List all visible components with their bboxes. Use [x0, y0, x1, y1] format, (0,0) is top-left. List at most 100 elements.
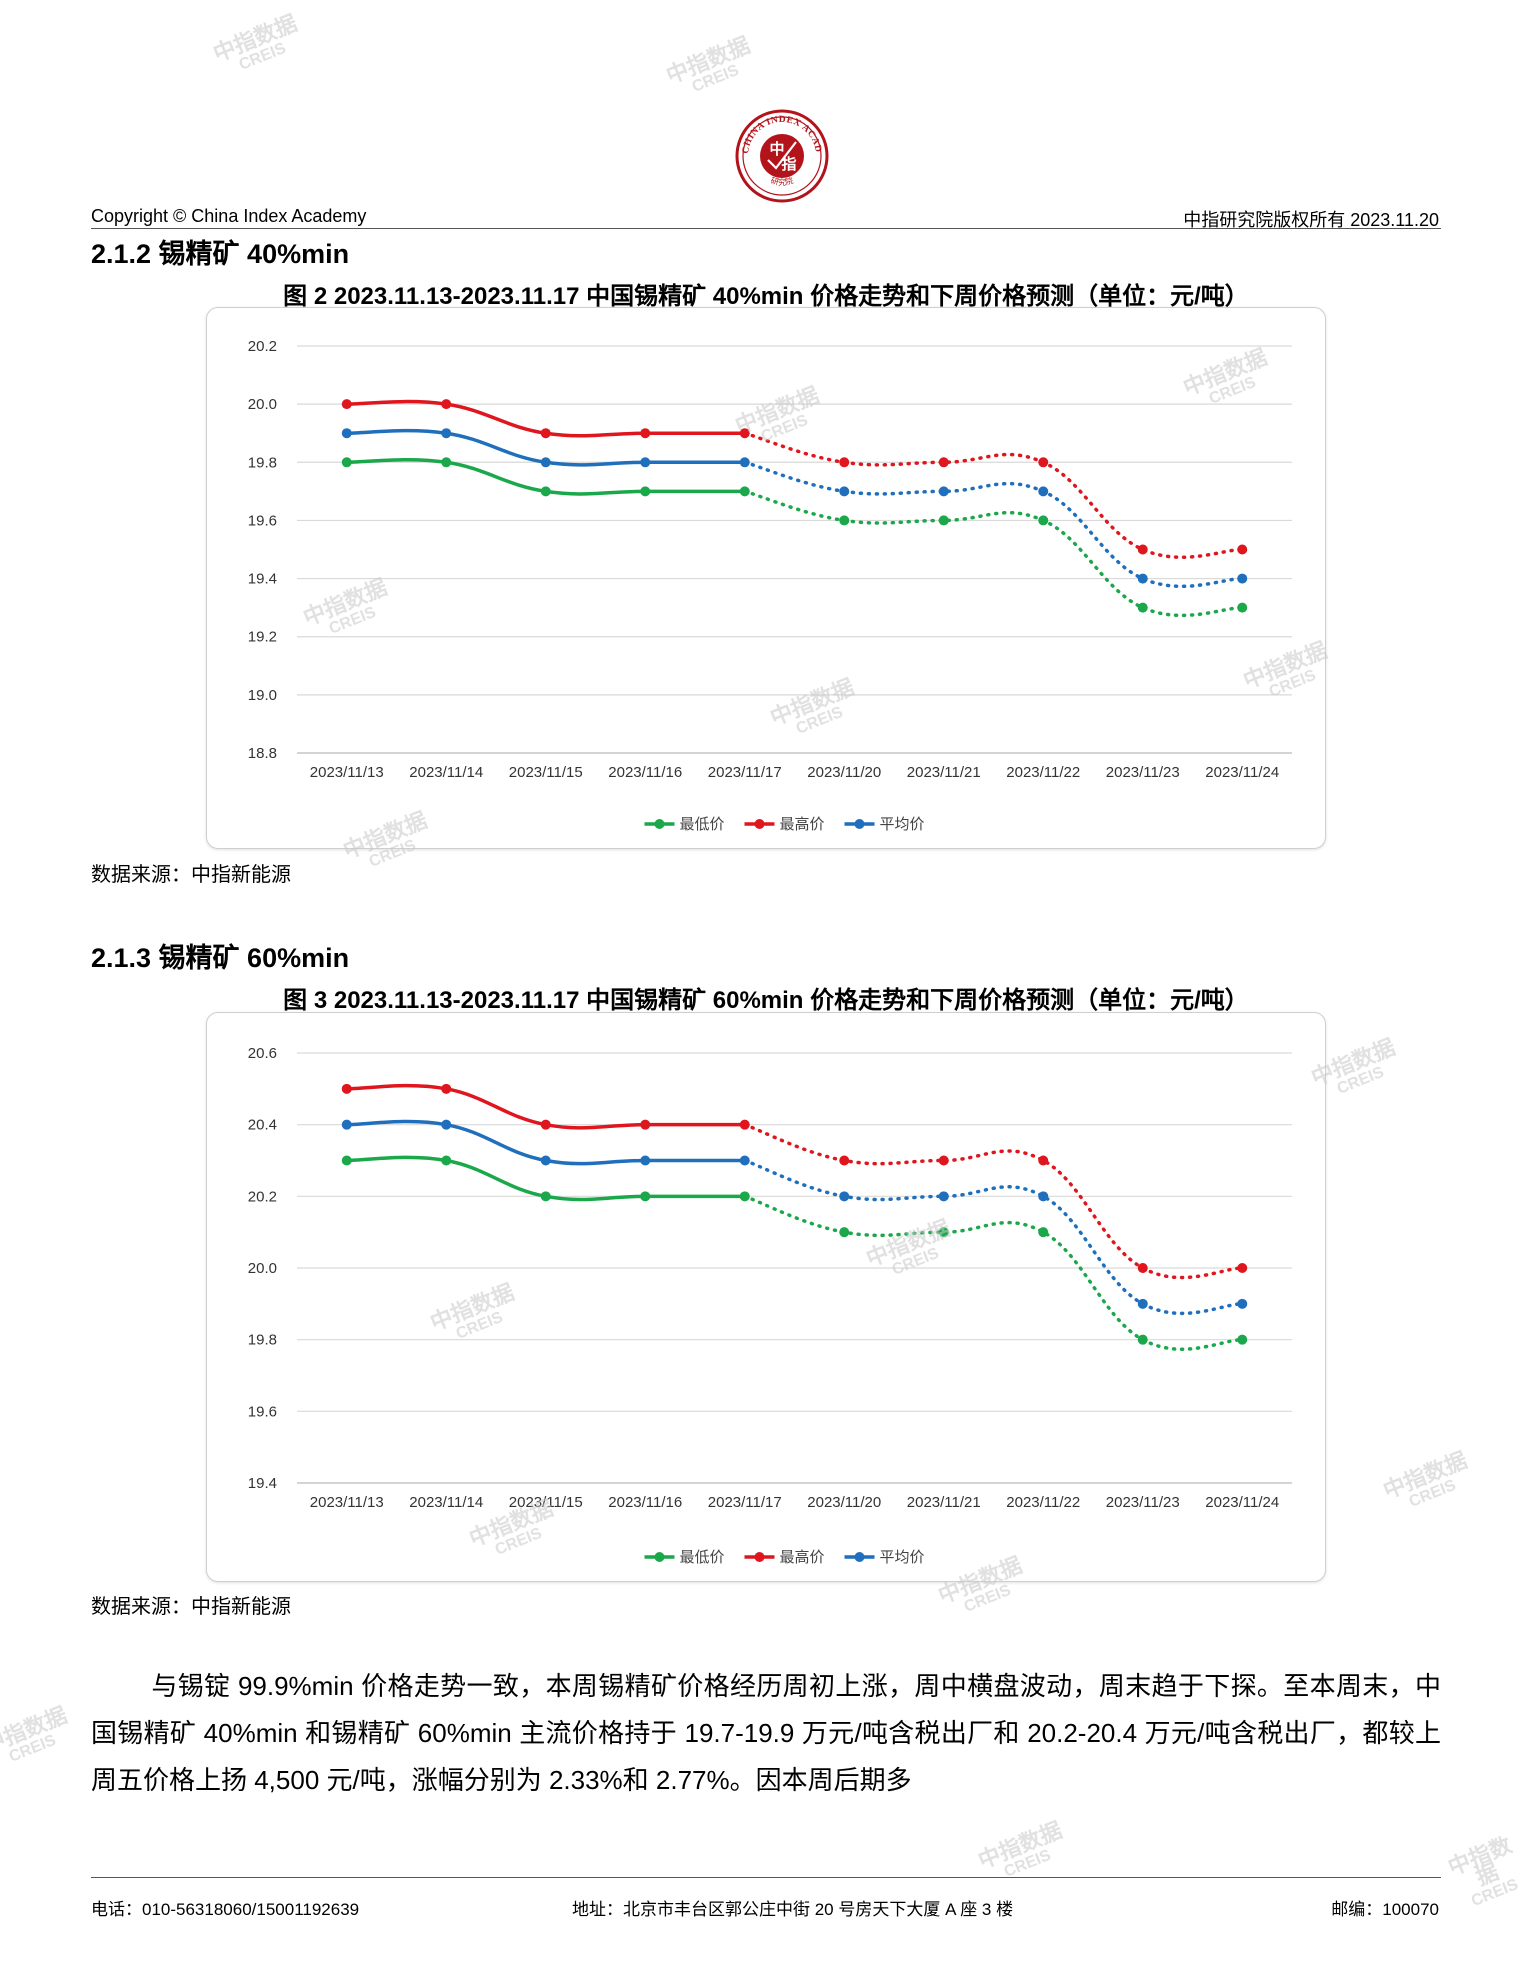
watermark-en: CREIS	[236, 39, 289, 74]
legend-label: 平均价	[880, 1548, 925, 1566]
data-point	[1237, 544, 1248, 555]
legend-label: 最低价	[680, 1548, 725, 1566]
data-point	[1137, 1298, 1148, 1309]
data-point	[839, 515, 850, 526]
x-tick-label: 2023/11/14	[409, 764, 483, 781]
data-point	[341, 1155, 352, 1166]
legend-label: 最高价	[780, 1548, 825, 1566]
chart-container-40: 20.2 20.0 19.8 19.6 19.4 19.2 19.0 18.8 2023/11/…	[206, 307, 1326, 849]
data-source-1: 数据来源：中指新能源	[91, 864, 291, 886]
data-point	[938, 1227, 949, 1238]
data-point	[540, 457, 551, 468]
data-point	[640, 1191, 651, 1202]
logo-char-1: 中	[769, 140, 784, 158]
y-tick-label: 20.6	[248, 1045, 277, 1062]
watermark-en: CREIS	[1406, 1476, 1459, 1511]
watermark-cn: 中指数据	[1444, 1832, 1516, 1891]
watermark: 中指数据 CREIS	[1380, 1447, 1478, 1520]
data-point	[441, 1119, 452, 1130]
legend-marker	[654, 1552, 665, 1562]
data-point	[341, 457, 352, 468]
data-point	[839, 1227, 850, 1238]
y-tick-label: 19.2	[248, 629, 277, 646]
data-point	[640, 457, 651, 468]
legend-label: 平均价	[880, 815, 925, 833]
footer-address: 地址：北京市丰台区郭公庄中街 20 号房天下大厦 A 座 3 楼	[572, 1900, 1014, 1919]
data-point	[540, 428, 551, 439]
data-point	[1137, 1263, 1148, 1273]
legend-marker	[854, 819, 865, 829]
data-point	[1038, 515, 1049, 526]
data-point	[540, 486, 551, 497]
data-point	[341, 399, 352, 410]
x-tick-label: 2023/11/24	[1205, 1494, 1279, 1511]
y-tick-label: 20.0	[248, 1260, 277, 1277]
y-tick-label: 20.4	[248, 1117, 277, 1134]
data-point	[341, 1083, 352, 1094]
data-point	[540, 1155, 551, 1166]
watermark-en: CREIS	[1001, 1846, 1054, 1881]
y-tick-label: 19.8	[248, 1332, 277, 1349]
y-tick-label: 19.8	[248, 454, 277, 471]
watermark-en: CREIS	[1468, 1876, 1521, 1911]
watermark-cn: 中指数据	[0, 1702, 71, 1759]
data-point	[1237, 602, 1248, 613]
y-tick-label: 20.2	[248, 1188, 277, 1205]
china-index-academy-logo: CHINA INDEX ACADEMY 研究院 中 指	[734, 108, 829, 203]
x-tick-label: 2023/11/22	[1006, 764, 1080, 781]
series-line-forecast	[743, 1194, 1244, 1351]
logo-char-2: 指	[781, 155, 796, 173]
figure-title-2: 图 2 2023.11.13-2023.11.17 中国锡精矿 40%min 价…	[283, 283, 1249, 310]
data-point	[938, 1191, 949, 1202]
data-point	[1137, 1334, 1148, 1345]
watermark-en: CREIS	[689, 61, 742, 96]
svg-text:研究院: 研究院	[770, 175, 795, 187]
data-point	[1137, 573, 1148, 584]
y-tick-label: 20.2	[248, 338, 277, 355]
series-line-forecast	[743, 431, 1244, 559]
data-point	[441, 399, 452, 410]
data-point	[1237, 1334, 1248, 1345]
data-point	[640, 486, 651, 497]
watermark-en: CREIS	[6, 1731, 59, 1766]
data-point	[1038, 486, 1049, 497]
x-tick-label: 2023/11/20	[807, 764, 881, 781]
x-tick-label: 2023/11/13	[310, 1494, 384, 1511]
data-point	[938, 457, 949, 468]
copyright-text: Copyright © China Index Academy	[91, 206, 367, 226]
data-point	[1237, 1298, 1248, 1309]
y-tick-label: 18.8	[248, 745, 277, 762]
y-tick-label: 19.0	[248, 687, 277, 704]
x-tick-label: 2023/11/15	[509, 1494, 583, 1511]
data-point	[1038, 1155, 1049, 1166]
watermark: 中指数据 CREIS	[663, 32, 761, 105]
price-chart-60: 20.6 20.4 20.2 20.0 19.8 19.6 19.4 2023/11/13 20…	[248, 1045, 1292, 1566]
price-chart-40: 20.2 20.0 19.8 19.6 19.4 19.2 19.0 18.8 2023/11/…	[248, 338, 1292, 833]
data-point	[341, 1119, 352, 1130]
data-point	[938, 1155, 949, 1166]
x-tick-label: 2023/11/17	[708, 764, 782, 781]
legend-label: 最高价	[780, 815, 825, 833]
legend-marker	[854, 1552, 865, 1562]
y-tick-label: 19.4	[248, 571, 277, 588]
x-tick-label: 2023/11/24	[1205, 764, 1279, 781]
x-tick-label: 2023/11/22	[1006, 1494, 1080, 1511]
data-point	[739, 428, 750, 439]
legend-marker	[654, 819, 665, 829]
data-point	[739, 1119, 750, 1130]
watermark: 中指数据 CREIS	[1437, 1831, 1530, 1918]
header-copyright-date: 中指研究院版权所有 2023.11.20	[1183, 210, 1439, 230]
legend-marker	[754, 1552, 765, 1562]
x-tick-label: 2023/11/14	[409, 1494, 483, 1511]
section-heading-60: 2.1.3 锡精矿 60%min	[91, 943, 350, 973]
data-point	[640, 1155, 651, 1166]
data-point	[739, 1155, 750, 1166]
data-point	[739, 457, 750, 468]
series-line-forecast	[743, 1158, 1244, 1316]
x-tick-label: 2023/11/23	[1106, 764, 1180, 781]
data-point	[739, 1191, 750, 1202]
footer-phone: 电话：010-56318060/15001192639	[91, 1900, 360, 1919]
data-point	[1038, 1191, 1049, 1202]
data-point	[938, 515, 949, 526]
series-line-forecast	[743, 1122, 1244, 1280]
